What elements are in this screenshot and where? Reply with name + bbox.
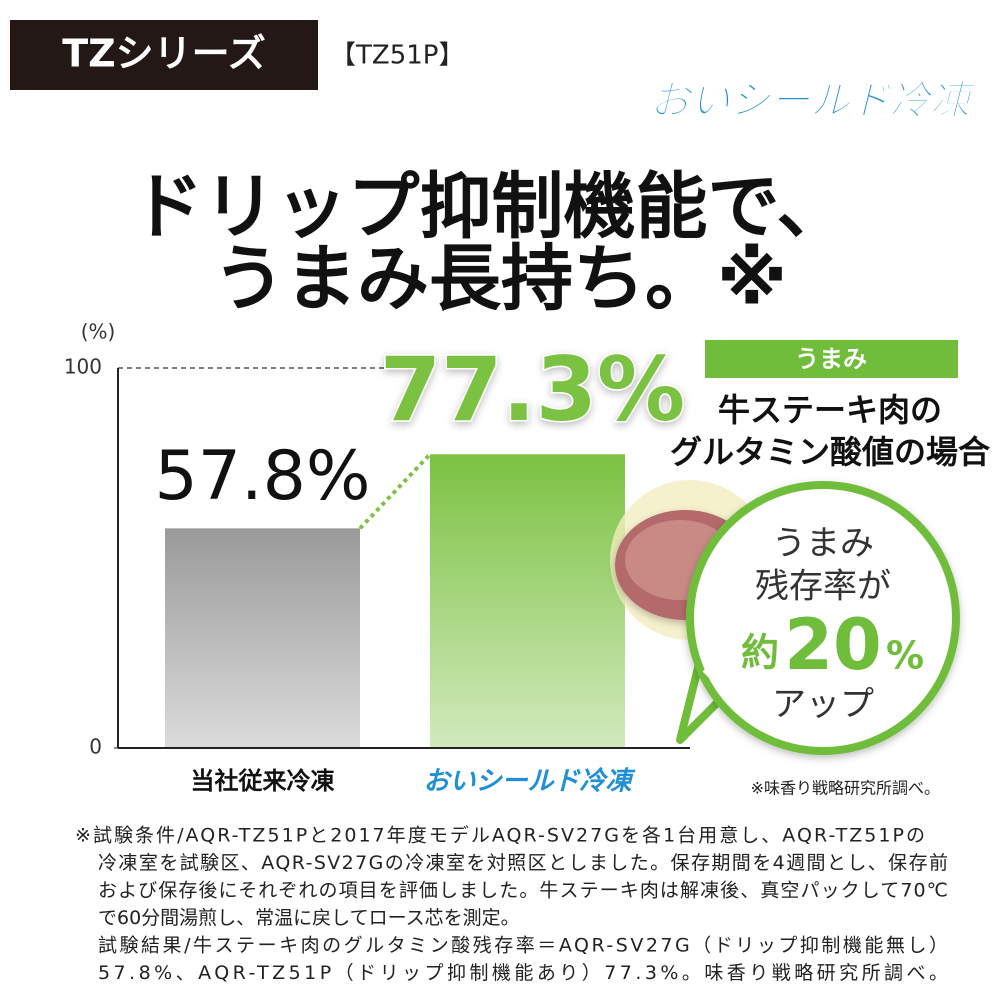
bubble-text: 残存率が (755, 567, 891, 607)
series-badge (10, 20, 318, 90)
bar (165, 528, 360, 748)
x-tick-label: おいシールド冷凍 (423, 767, 635, 797)
value-label: 57.8% (154, 437, 370, 516)
note-line: 冷凍室を試験区、AQR-SV27Gの冷凍室を対照区としました。保存期間を4週間と… (98, 852, 948, 874)
chart: 0 100 57.8%77.3% 当社従来冷凍 おいシールド冷凍 (64, 337, 690, 797)
bubble-join (702, 664, 731, 692)
series-name: TZシリーズ (62, 32, 266, 76)
bubble-text: アップ (772, 685, 874, 725)
note-line: で60分間湯煎し、常温に戻してロース芯を測定。 (98, 907, 520, 929)
tag-box (705, 340, 958, 378)
panel-line: グルタミン酸値の場合 (670, 433, 990, 471)
note-line: ※試験条件/AQR-TZ51Pと2017年度モデルAQR-SV27Gを各1台用意… (75, 825, 925, 847)
source: ※味香り戦略研究所調べ。 (751, 779, 940, 798)
bar (430, 454, 625, 748)
tag: うまみ (795, 345, 867, 373)
y-tick-label: 100 (64, 355, 102, 379)
bubble-number: 20 (784, 604, 881, 686)
note-line: および保存後にそれぞれの項目を評価しました。牛ステーキ肉は解凍後、真空パックして… (98, 880, 948, 902)
headline: うまみ長持ち。※ (213, 237, 787, 321)
bubble (686, 481, 960, 755)
bubble-approx: 約 (741, 631, 779, 675)
y-tick-label: 0 (89, 735, 102, 759)
y-axis-label: (%) (81, 320, 116, 344)
logo: おいシールド冷凍 (650, 78, 977, 124)
bubble-text: うまみ (772, 524, 874, 564)
notes: ※試験条件/AQR-TZ51Pと2017年度モデルAQR-SV27Gを各1台用意… (75, 825, 948, 985)
model: 【TZ51P】 (330, 41, 464, 71)
x-tick-label: 当社従来冷凍 (191, 767, 335, 795)
note-line: 57.8%、AQR-TZ51P（ドリップ抑制機能あり）77.3%。味香り戦略研究… (98, 962, 948, 984)
headline: ドリップ抑制機能で、 (131, 165, 848, 249)
panel-line: 牛ステーキ肉の (718, 391, 942, 429)
bubble-unit: % (886, 634, 924, 678)
connector (358, 452, 432, 530)
note-line: 試験結果/牛ステーキ肉のグルタミン酸残存率＝AQR-SV27G（ドリップ抑制機能… (98, 935, 948, 957)
value-label: 77.3% (380, 338, 685, 441)
